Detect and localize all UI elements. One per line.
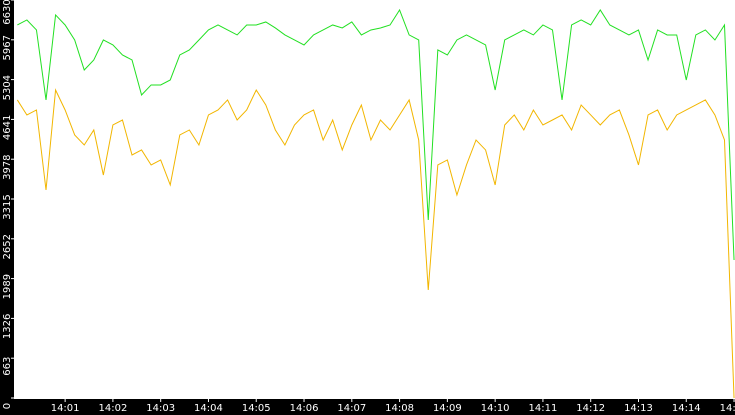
y-tick-label: 3315 <box>2 194 13 219</box>
x-tick-label: 14:14 <box>672 403 701 414</box>
y-tick-label: 0 <box>2 403 13 409</box>
x-tick-label: 14:03 <box>146 403 175 414</box>
x-tick-label: 14:08 <box>385 403 414 414</box>
y-tick-label: 663 <box>2 357 13 376</box>
x-tick-label: 14:06 <box>290 403 319 414</box>
y-tick-label: 2652 <box>2 234 13 259</box>
x-tick-label: 14:05 <box>242 403 271 414</box>
x-tick-label: 14:04 <box>194 403 223 414</box>
x-tick-label: 14:10 <box>481 403 510 414</box>
x-tick-label: 14:07 <box>337 403 366 414</box>
y-tick-label: 1989 <box>2 274 13 299</box>
y-tick-label: 4641 <box>2 115 13 140</box>
series-line <box>17 8 735 261</box>
y-axis-band <box>0 0 14 415</box>
x-tick-label: 14:01 <box>51 403 80 414</box>
x-tick-label: 14:09 <box>433 403 462 414</box>
series-line <box>16 88 735 399</box>
x-axis-band <box>0 399 735 415</box>
x-tick-label: 14:15 <box>720 403 735 414</box>
y-tick-label: 1326 <box>2 314 13 339</box>
x-tick-label: 14:12 <box>576 403 605 414</box>
x-tick-label: 14:13 <box>624 403 653 414</box>
y-tick-label: 5304 <box>2 75 13 100</box>
y-tick-label: 6630 <box>2 0 13 25</box>
y-tick-label: 3978 <box>2 154 13 179</box>
x-tick-label: 14:02 <box>98 403 127 414</box>
y-tick-label: 5967 <box>2 35 13 60</box>
x-tick-label: 14:11 <box>529 403 558 414</box>
